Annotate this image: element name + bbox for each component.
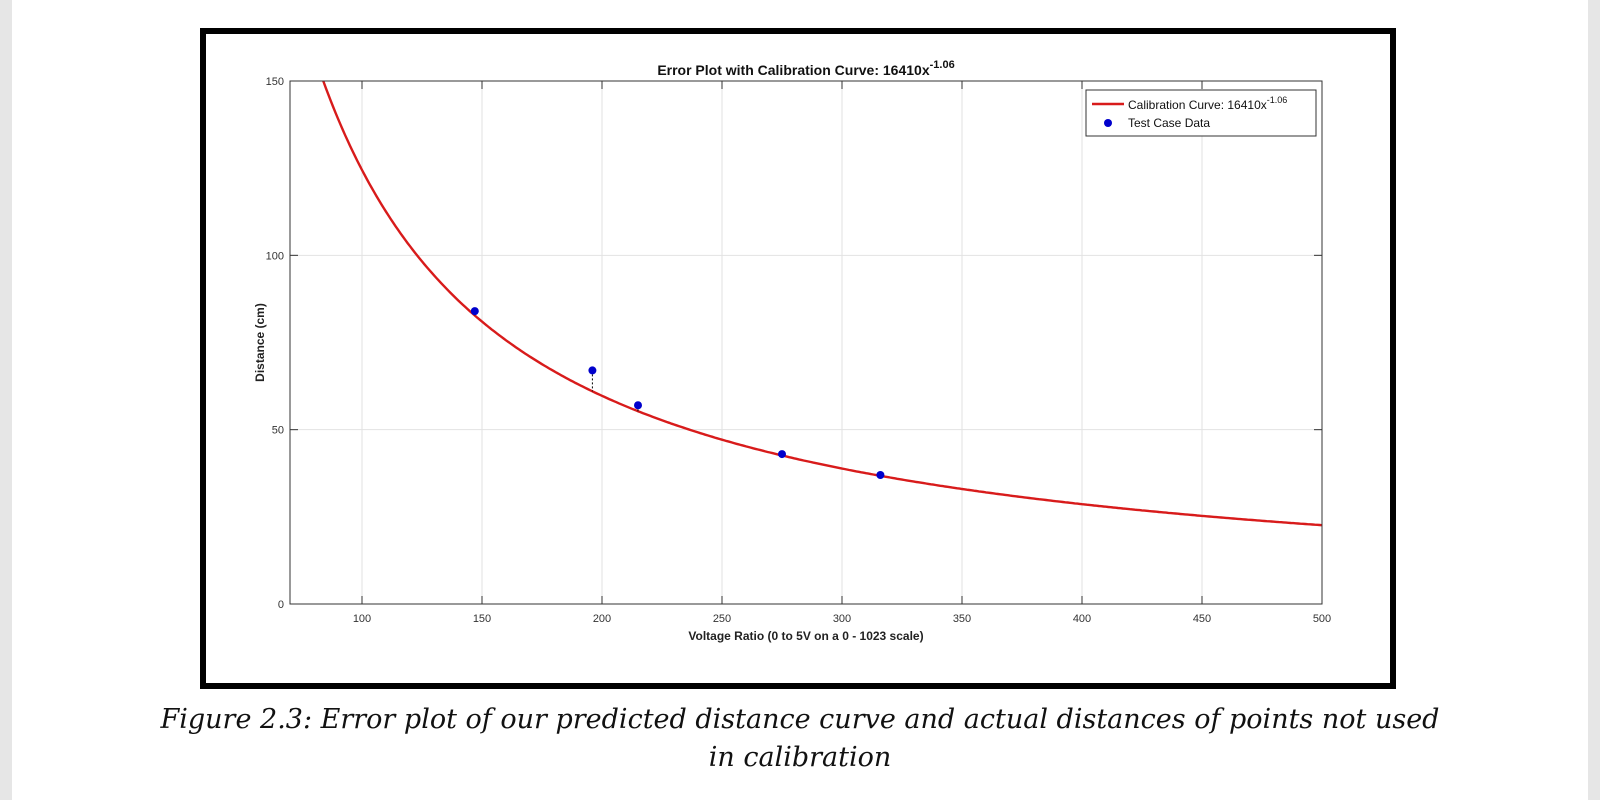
x-tick-label: 300	[833, 613, 851, 625]
data-point	[470, 307, 479, 316]
x-tick-label: 200	[593, 613, 611, 625]
x-tick-label: 500	[1313, 613, 1331, 625]
error-plot-chart: 100 150 200 250 300 350 400 450 500 0 50 100 150 Volt…	[253, 59, 1331, 643]
data-point	[634, 401, 642, 410]
legend-curve-exponent: -1.06	[1267, 95, 1288, 105]
figure-caption: Figure 2.3: Error plot of our predicted …	[0, 701, 1600, 777]
chart-title: Error Plot with Calibration Curve: 16410…	[657, 59, 954, 78]
data-point	[778, 450, 786, 459]
chart-title-exponent: -1.06	[930, 59, 955, 71]
x-axis-label: Voltage Ratio (0 to 5V on a 0 - 1023 sca…	[688, 629, 923, 643]
legend-points-swatch	[1104, 119, 1112, 127]
x-tick-label: 100	[353, 613, 371, 625]
y-tick-label: 0	[278, 599, 284, 611]
axes-box	[289, 80, 1323, 605]
x-tick-label: 350	[953, 613, 971, 625]
plot-area	[290, 81, 1322, 604]
legend-points-label: Test Case Data	[1128, 116, 1210, 130]
y-tick-label: 100	[266, 250, 284, 262]
data-point	[588, 366, 597, 375]
figure-frame: 100 150 200 250 300 350 400 450 500 0 50 100 150 Volt…	[200, 28, 1396, 689]
y-tick-label: 50	[272, 425, 284, 437]
caption-line-1: Figure 2.3: Error plot of our predicted …	[160, 704, 1440, 735]
y-tick-label: 150	[266, 76, 284, 88]
chart-title-text: Error Plot with Calibration Curve: 16410…	[657, 62, 930, 78]
legend-box	[1085, 89, 1317, 137]
x-tick-label: 400	[1073, 613, 1091, 625]
calibration-curve	[322, 81, 1322, 527]
y-axis-label: Distance (cm)	[253, 303, 267, 382]
legend-curve-label: Calibration Curve: 16410x-1.06	[1128, 95, 1287, 112]
data-point	[876, 470, 885, 479]
x-tick-label: 150	[473, 613, 491, 625]
caption-line-2: in calibration	[708, 742, 892, 773]
x-tick-label: 250	[713, 613, 731, 625]
x-tick-label: 450	[1193, 613, 1211, 625]
legend-curve-text: Calibration Curve: 16410x	[1128, 98, 1267, 112]
